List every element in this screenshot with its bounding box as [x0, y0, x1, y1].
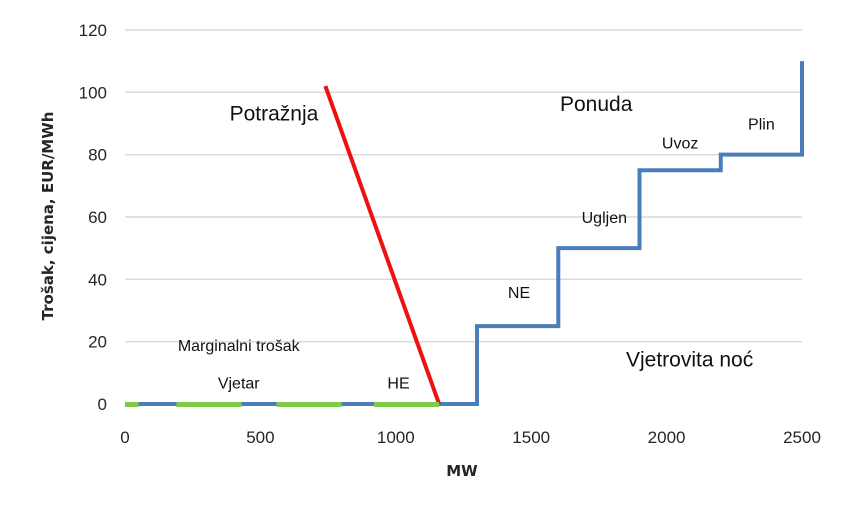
y-tick-label: 120 — [79, 21, 107, 40]
y-tick-label: 60 — [88, 208, 107, 227]
series — [125, 61, 804, 407]
grid-lines — [125, 29, 802, 343]
y-tick-label: 20 — [88, 333, 107, 352]
annotation-vjetrovita: Vjetrovita noć — [626, 349, 753, 372]
y-tick-label: 40 — [88, 270, 107, 289]
x-tick-label: 2000 — [648, 428, 686, 447]
annotation-potraznja: Potražnja — [230, 102, 319, 125]
x-tick-label: 2500 — [783, 428, 821, 447]
y-tick-label: 0 — [98, 395, 107, 414]
annotation-vjetar: Vjetar — [218, 375, 260, 392]
annotation-ne: NE — [508, 285, 530, 302]
supply-step-line — [125, 61, 804, 406]
x-tick-labels: 0 500 1000 1500 2000 2500 — [120, 428, 821, 447]
x-tick-label: 500 — [246, 428, 274, 447]
annotation-marginalni: Marginalni trošak — [178, 338, 301, 355]
annotation-he: HE — [387, 375, 409, 392]
demand-line — [323, 85, 442, 405]
annotation-ugljen: Ugljen — [582, 210, 627, 227]
y-tick-label: 100 — [79, 83, 107, 102]
y-axis-title: Trošak, cijena, EUR/MWh — [39, 112, 57, 321]
annotation-ponuda: Ponuda — [560, 93, 633, 116]
annotation-plin: Plin — [748, 117, 775, 134]
x-tick-label: 0 — [120, 428, 129, 447]
x-axis-title: MW — [446, 462, 478, 480]
annotation-uvoz: Uvoz — [662, 135, 698, 152]
x-tick-label: 1000 — [377, 428, 415, 447]
y-tick-labels: 0 20 40 60 80 100 120 — [79, 21, 107, 414]
annotations: Potražnja Ponuda Vjetrovita noć Marginalni … — [178, 93, 775, 392]
y-tick-label: 80 — [88, 146, 107, 165]
x-tick-label: 1500 — [512, 428, 550, 447]
